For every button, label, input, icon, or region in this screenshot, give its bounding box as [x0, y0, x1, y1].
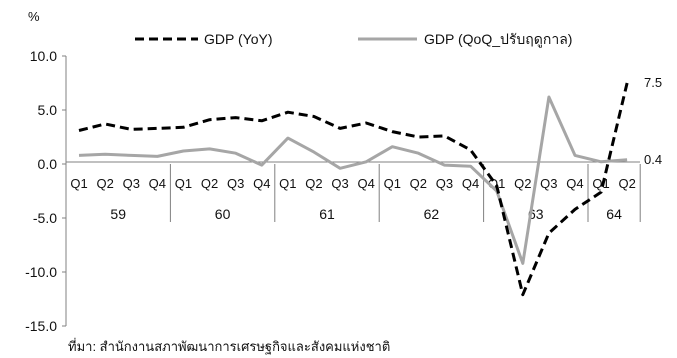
y-tick-label: -5.0 — [33, 210, 57, 226]
quarter-label: Q2 — [201, 176, 218, 191]
quarter-label: Q4 — [566, 176, 583, 191]
y-tick-label: 0.0 — [38, 156, 58, 172]
legend-label-yoy: GDP (YoY) — [204, 31, 272, 47]
series-line-qoq — [78, 95, 628, 265]
y-tick-label: -15.0 — [25, 318, 57, 334]
quarter-label: Q1 — [592, 176, 609, 191]
quarter-label: Q2 — [305, 176, 322, 191]
quarter-label: Q2 — [514, 176, 531, 191]
y-axis-ticks: 10.0 5.0 0.0 -5.0 -10.0 -15.0 — [25, 48, 66, 334]
quarter-label: Q3 — [123, 176, 140, 191]
quarter-label: Q4 — [149, 176, 166, 191]
end-label-yoy: 7.5 — [644, 75, 662, 90]
quarter-label: Q3 — [540, 176, 557, 191]
year-label: 61 — [319, 206, 335, 222]
quarter-label: Q4 — [253, 176, 270, 191]
quarter-label: Q1 — [279, 176, 296, 191]
end-label-qoq: 0.4 — [644, 152, 662, 167]
legend-label-qoq: GDP (QoQ_ปรับฤดูกาล) — [424, 31, 572, 48]
series-layer — [78, 82, 629, 297]
x-axis-categories: Q1 Q2 Q3 Q4 Q1 Q2 Q3 Q4 Q1 Q2 Q3 Q4 Q1 Q2 Q3 Q4 Q1 Q2 Q3 Q4… — [65, 164, 641, 222]
quarter-label: Q1 — [384, 176, 401, 191]
y-tick-label: 5.0 — [38, 102, 58, 118]
year-label: 64 — [606, 206, 622, 222]
quarter-label: Q3 — [227, 176, 244, 191]
y-tick-label: 10.0 — [30, 48, 57, 64]
quarter-label: Q2 — [410, 176, 427, 191]
quarter-label: Q3 — [436, 176, 453, 191]
quarter-label: Q1 — [175, 176, 192, 191]
y-tick-label: -10.0 — [25, 264, 57, 280]
year-label: 62 — [424, 206, 440, 222]
quarter-label: Q2 — [618, 176, 635, 191]
quarter-label: Q4 — [462, 176, 479, 191]
quarter-label: Q3 — [331, 176, 348, 191]
quarter-label: Q2 — [96, 176, 113, 191]
source-note: ที่มา: สำนักงานสภาพัฒนาการเศรษฐกิจและสัง… — [68, 338, 390, 355]
year-label: 60 — [215, 206, 231, 222]
legend: GDP (YoY) GDP (QoQ_ปรับฤดูกาล) — [135, 31, 572, 48]
series-line-yoy — [78, 82, 629, 297]
quarter-label: Q1 — [70, 176, 87, 191]
quarter-label: Q4 — [357, 176, 374, 191]
year-label: 59 — [110, 206, 126, 222]
y-unit-label: % — [28, 9, 40, 24]
